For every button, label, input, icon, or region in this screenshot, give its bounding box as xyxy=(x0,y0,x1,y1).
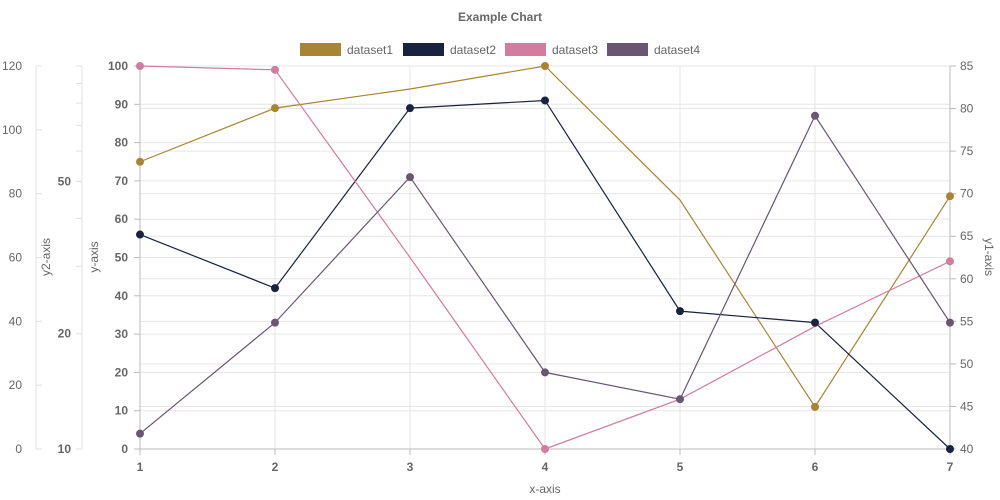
data-point-dataset3[interactable] xyxy=(541,445,549,453)
y3-tick-label: 20 xyxy=(58,327,72,341)
y1-tick-label: 60 xyxy=(960,272,974,286)
y-tick-label: 20 xyxy=(115,365,129,379)
y2-tick-label: 40 xyxy=(9,314,23,328)
data-point-dataset1[interactable] xyxy=(136,157,144,166)
y1-axis-label: y1-axis xyxy=(982,238,996,276)
y1-tick-label: 55 xyxy=(960,314,974,328)
legend-swatch-dataset2[interactable] xyxy=(403,43,444,56)
y-tick-label: 60 xyxy=(115,212,129,226)
y2-tick-label: 100 xyxy=(2,123,22,137)
y-tick-label: 90 xyxy=(115,97,129,111)
legend-label-dataset2: dataset2 xyxy=(450,43,496,57)
y1-tick-label: 75 xyxy=(960,144,974,158)
data-point-dataset4[interactable] xyxy=(271,318,279,327)
data-point-dataset2[interactable] xyxy=(946,445,954,453)
y2-tick-label: 20 xyxy=(9,378,23,392)
data-point-dataset2[interactable] xyxy=(136,230,144,239)
y-axis-label: y-axis xyxy=(87,241,101,272)
x-tick-label: 1 xyxy=(137,460,144,474)
data-point-dataset4[interactable] xyxy=(676,395,684,404)
legend-label-dataset3: dataset3 xyxy=(552,43,598,57)
y-tick-label: 30 xyxy=(115,327,129,341)
data-point-dataset1[interactable] xyxy=(271,104,279,113)
y-tick-label: 10 xyxy=(115,404,129,418)
x-tick-label: 2 xyxy=(272,460,279,474)
data-point-dataset4[interactable] xyxy=(136,429,144,438)
y1-tick-label: 45 xyxy=(960,399,974,413)
y2-tick-label: 120 xyxy=(2,59,22,73)
y2-tick-label: 80 xyxy=(9,187,23,201)
x-tick-label: 5 xyxy=(677,460,684,474)
x-tick-label: 4 xyxy=(542,460,549,474)
data-point-dataset2[interactable] xyxy=(541,96,549,105)
y1-tick-label: 65 xyxy=(960,229,974,243)
y-tick-label: 40 xyxy=(115,289,129,303)
data-point-dataset4[interactable] xyxy=(406,173,414,182)
y3-tick-label: 10 xyxy=(58,442,72,456)
legend-swatch-dataset4[interactable] xyxy=(607,43,648,56)
data-point-dataset4[interactable] xyxy=(946,318,954,327)
data-point-dataset2[interactable] xyxy=(811,318,819,327)
data-point-dataset1[interactable] xyxy=(811,402,819,411)
data-point-dataset1[interactable] xyxy=(541,62,549,70)
data-point-dataset2[interactable] xyxy=(406,104,414,113)
x-tick-label: 6 xyxy=(812,460,819,474)
y1-tick-label: 80 xyxy=(960,102,974,116)
data-point-dataset4[interactable] xyxy=(811,111,819,120)
y1-tick-label: 50 xyxy=(960,357,974,371)
x-axis-label: x-axis xyxy=(529,482,560,496)
data-point-dataset1[interactable] xyxy=(946,192,954,201)
y1-tick-label: 70 xyxy=(960,187,974,201)
legend-swatch-dataset1[interactable] xyxy=(300,43,341,56)
y2-tick-label: 60 xyxy=(9,251,23,265)
y2-axis-label: y2-axis xyxy=(39,238,53,276)
y1-tick-label: 40 xyxy=(960,442,974,456)
y-tick-label: 0 xyxy=(121,442,128,456)
y-tick-label: 100 xyxy=(108,59,128,73)
data-point-dataset2[interactable] xyxy=(271,284,279,293)
y-tick-label: 50 xyxy=(115,251,129,265)
x-tick-label: 3 xyxy=(407,460,414,474)
legend-label-dataset1: dataset1 xyxy=(347,43,393,57)
data-point-dataset4[interactable] xyxy=(541,368,549,377)
legend-swatch-dataset3[interactable] xyxy=(505,43,546,56)
y-tick-label: 70 xyxy=(115,174,129,188)
y2-tick-label: 0 xyxy=(15,442,22,456)
data-point-dataset3[interactable] xyxy=(271,65,279,74)
data-point-dataset2[interactable] xyxy=(676,307,684,316)
y1-tick-label: 85 xyxy=(960,59,974,73)
x-tick-label: 7 xyxy=(947,460,954,474)
data-point-dataset3[interactable] xyxy=(136,62,144,70)
data-point-dataset3[interactable] xyxy=(946,257,954,266)
y3-tick-label: 50 xyxy=(58,174,72,188)
y-tick-label: 80 xyxy=(115,136,129,150)
chart-title: Example Chart xyxy=(458,10,542,24)
legend-label-dataset4: dataset4 xyxy=(654,43,700,57)
